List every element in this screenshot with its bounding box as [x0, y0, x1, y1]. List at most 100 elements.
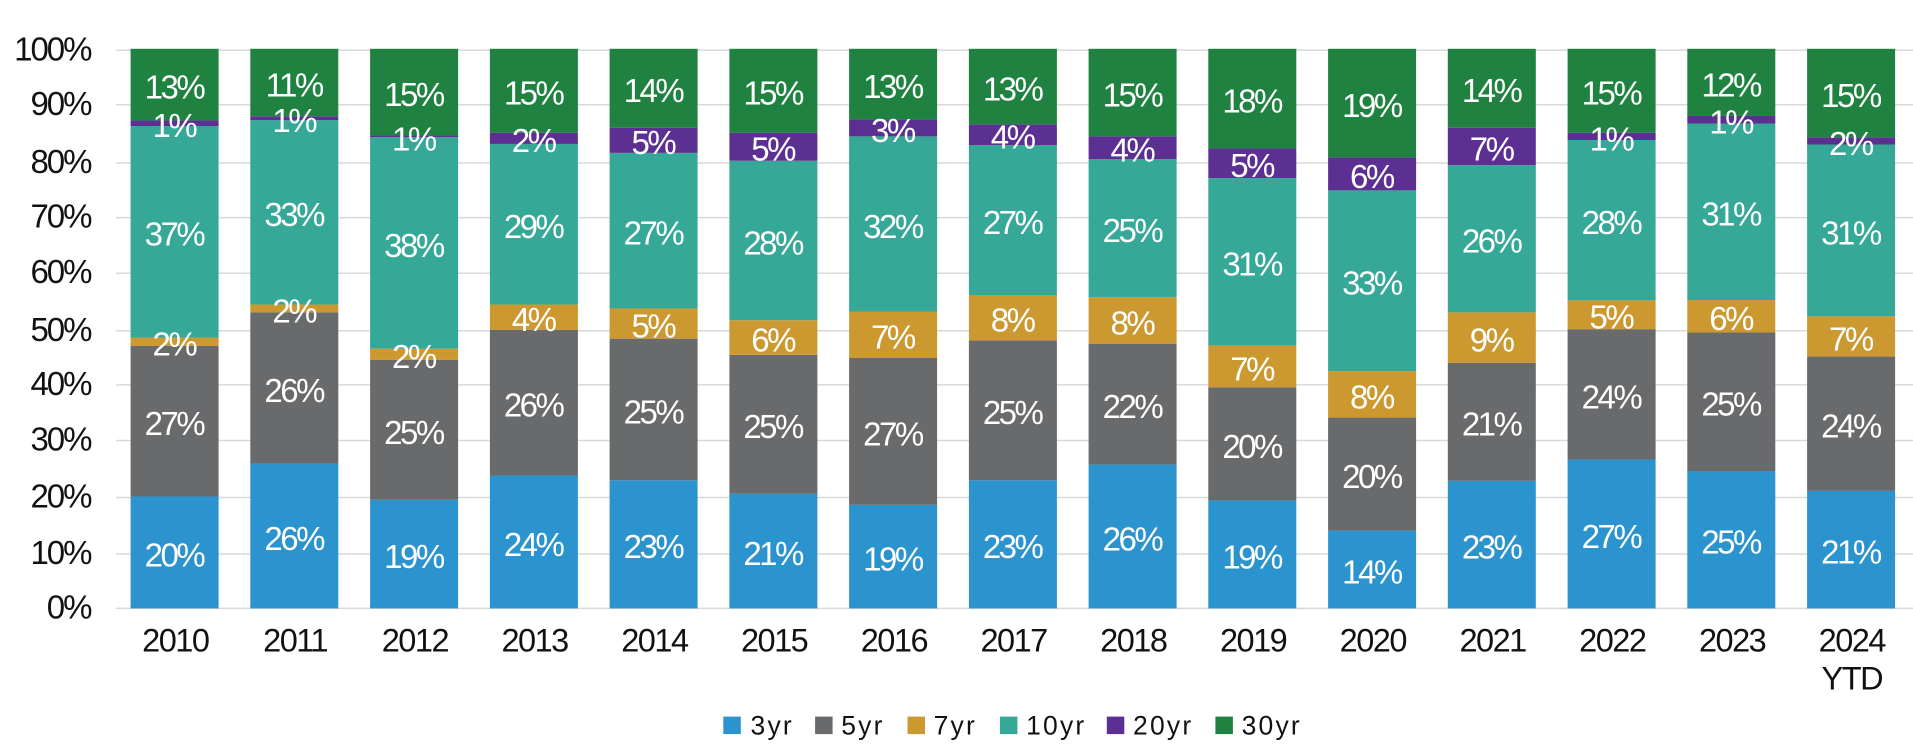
svg-text:5%: 5% [632, 308, 677, 345]
svg-text:19%: 19% [863, 541, 924, 578]
svg-text:25%: 25% [1701, 386, 1762, 423]
svg-text:2021: 2021 [1459, 623, 1526, 659]
svg-text:2%: 2% [272, 292, 317, 329]
svg-text:19%: 19% [1342, 87, 1403, 124]
svg-text:13%: 13% [863, 68, 924, 105]
svg-text:20%: 20% [30, 478, 92, 515]
svg-text:10yr: 10yr [1026, 710, 1086, 740]
svg-text:19%: 19% [1222, 538, 1283, 575]
svg-text:30yr: 30yr [1242, 710, 1302, 740]
svg-text:2%: 2% [1829, 125, 1874, 162]
svg-text:23%: 23% [983, 528, 1044, 565]
svg-text:24%: 24% [1821, 408, 1882, 445]
svg-text:25%: 25% [743, 408, 804, 445]
svg-text:4%: 4% [991, 119, 1036, 156]
svg-text:80%: 80% [30, 143, 92, 180]
svg-text:38%: 38% [384, 227, 445, 264]
svg-text:27%: 27% [983, 204, 1044, 241]
svg-text:14%: 14% [1462, 72, 1523, 109]
svg-text:4%: 4% [1111, 132, 1156, 169]
svg-text:90%: 90% [30, 85, 92, 122]
svg-text:5%: 5% [1230, 147, 1275, 184]
svg-text:30%: 30% [30, 421, 92, 458]
svg-text:14%: 14% [624, 72, 685, 109]
svg-text:50%: 50% [30, 311, 92, 348]
svg-text:37%: 37% [145, 216, 206, 253]
svg-text:22%: 22% [1103, 388, 1164, 425]
svg-text:31%: 31% [1821, 214, 1882, 251]
svg-text:27%: 27% [863, 415, 924, 452]
svg-text:9%: 9% [1470, 322, 1515, 359]
svg-text:26%: 26% [264, 520, 325, 557]
svg-text:8%: 8% [1111, 304, 1156, 341]
svg-text:19%: 19% [384, 538, 445, 575]
svg-text:18%: 18% [1222, 83, 1283, 120]
svg-text:20%: 20% [1222, 428, 1283, 465]
svg-text:5%: 5% [1590, 299, 1635, 336]
svg-text:13%: 13% [983, 71, 1044, 108]
svg-text:2014: 2014 [621, 623, 689, 659]
svg-text:25%: 25% [384, 414, 445, 451]
svg-text:7%: 7% [1829, 320, 1874, 357]
svg-text:2010: 2010 [142, 623, 209, 659]
svg-text:7%: 7% [871, 319, 916, 356]
svg-text:5%: 5% [632, 124, 677, 161]
svg-text:23%: 23% [624, 528, 685, 565]
svg-text:8%: 8% [1350, 378, 1395, 415]
svg-text:6%: 6% [1709, 300, 1754, 337]
svg-text:25%: 25% [624, 393, 685, 430]
svg-text:5yr: 5yr [841, 710, 884, 740]
svg-text:2012: 2012 [382, 623, 449, 659]
svg-text:2018: 2018 [1100, 623, 1167, 659]
svg-text:21%: 21% [1821, 534, 1882, 571]
svg-text:27%: 27% [145, 405, 206, 442]
svg-text:15%: 15% [1582, 75, 1643, 112]
svg-text:31%: 31% [1701, 196, 1762, 233]
svg-text:3%: 3% [871, 112, 916, 149]
svg-text:24%: 24% [1582, 378, 1643, 415]
svg-text:21%: 21% [743, 535, 804, 572]
svg-text:7%: 7% [1470, 130, 1515, 167]
svg-text:21%: 21% [1462, 406, 1523, 443]
svg-text:2011: 2011 [263, 623, 327, 659]
svg-text:26%: 26% [1103, 520, 1164, 557]
svg-text:4%: 4% [512, 301, 557, 338]
svg-text:3yr: 3yr [751, 710, 794, 740]
svg-text:20yr: 20yr [1133, 710, 1193, 740]
svg-text:2%: 2% [512, 122, 557, 159]
svg-text:33%: 33% [264, 196, 325, 233]
svg-text:1%: 1% [153, 107, 198, 144]
svg-text:7yr: 7yr [934, 710, 977, 740]
svg-text:6%: 6% [1350, 158, 1395, 195]
svg-text:2%: 2% [392, 338, 437, 375]
svg-text:26%: 26% [504, 387, 565, 424]
svg-text:20%: 20% [145, 536, 206, 573]
svg-text:8%: 8% [991, 302, 1036, 339]
svg-text:15%: 15% [743, 75, 804, 112]
svg-text:70%: 70% [30, 198, 92, 235]
svg-text:1%: 1% [1590, 120, 1635, 157]
svg-text:100%: 100% [14, 30, 92, 67]
svg-text:2020: 2020 [1340, 623, 1407, 659]
svg-text:6%: 6% [751, 322, 796, 359]
svg-text:1%: 1% [392, 120, 437, 157]
svg-text:24%: 24% [504, 526, 565, 563]
svg-text:15%: 15% [504, 75, 565, 112]
svg-text:5%: 5% [751, 131, 796, 168]
svg-text:27%: 27% [1582, 518, 1643, 555]
svg-text:28%: 28% [743, 224, 804, 261]
svg-text:2016: 2016 [861, 623, 928, 659]
svg-text:25%: 25% [1103, 212, 1164, 249]
svg-text:10%: 10% [30, 534, 92, 571]
svg-text:2013: 2013 [501, 623, 568, 659]
svg-text:23%: 23% [1462, 529, 1523, 566]
svg-text:7%: 7% [1230, 350, 1275, 387]
svg-text:20%: 20% [1342, 458, 1403, 495]
svg-text:60%: 60% [30, 253, 92, 290]
svg-text:2023: 2023 [1699, 623, 1766, 659]
svg-text:13%: 13% [145, 69, 206, 106]
svg-text:15%: 15% [1821, 77, 1882, 114]
svg-text:1%: 1% [272, 102, 317, 139]
svg-text:25%: 25% [1701, 524, 1762, 561]
svg-text:2022: 2022 [1579, 623, 1646, 659]
